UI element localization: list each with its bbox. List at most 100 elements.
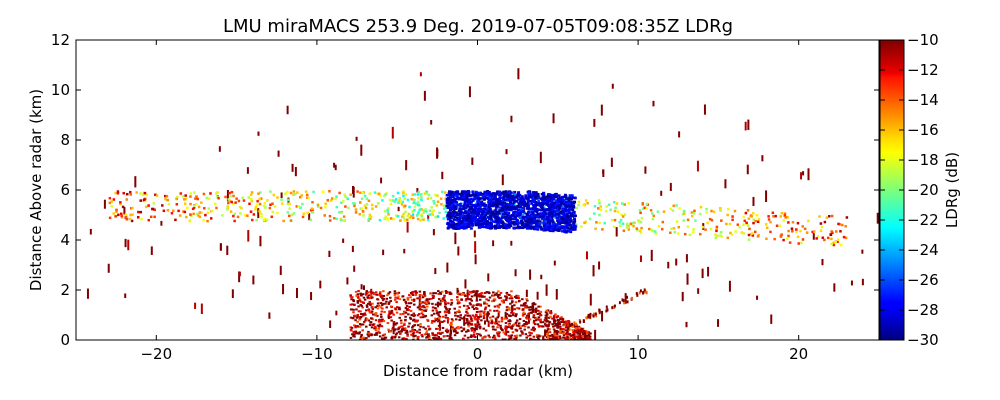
clutter-fan-pixel: [351, 333, 354, 336]
clutter-fan-pixel: [451, 319, 455, 322]
cloud-layer-pixel: [491, 196, 495, 200]
cloud-layer-pixel: [500, 212, 504, 215]
cloud-layer-pixel: [841, 223, 844, 227]
cloud-core-pixel: [480, 222, 484, 226]
cloud-layer-pixel: [715, 225, 719, 229]
cloud-layer-pixel: [269, 190, 272, 193]
clutter-speckle: [514, 269, 517, 277]
cloud-layer-pixel: [621, 215, 625, 218]
clutter-fan-pixel: [515, 297, 518, 300]
clutter-speckle: [246, 167, 249, 174]
clutter-fan-pixel: [485, 302, 489, 305]
cloud-core-pixel: [452, 212, 456, 215]
cloud-layer-pixel: [217, 196, 220, 200]
cloud-core-pixel: [447, 214, 451, 218]
clutter-fan-pixel: [380, 310, 384, 313]
cloud-layer-pixel: [286, 190, 289, 194]
clutter-fan-pixel: [388, 291, 392, 294]
cloud-layer-pixel: [398, 196, 402, 200]
clutter-fan-pixel: [573, 337, 576, 340]
cloud-core-pixel: [492, 196, 496, 199]
clutter-fan-pixel: [464, 294, 467, 297]
clutter-fan-pixel: [579, 336, 582, 339]
clutter-speckle: [510, 240, 513, 246]
clutter-fan-pixel: [462, 304, 466, 307]
cloud-layer-pixel: [193, 191, 196, 194]
cloud-core-pixel: [510, 203, 514, 207]
cloud-core-pixel: [548, 223, 552, 226]
clutter-fan-pixel: [500, 316, 504, 319]
cloud-core-pixel: [457, 223, 461, 227]
cloud-layer-pixel: [726, 236, 730, 240]
clutter-fan-pixel: [477, 294, 480, 297]
cloud-layer-pixel: [773, 237, 776, 241]
cloud-core-pixel: [559, 210, 563, 213]
clutter-fan-pixel: [510, 306, 514, 309]
clutter-fan-pixel: [396, 297, 400, 300]
cloud-layer-pixel: [419, 219, 422, 222]
clutter-speckle: [257, 131, 260, 136]
cloud-core-pixel: [522, 222, 526, 225]
cloud-layer-pixel: [605, 205, 608, 208]
clutter-fan-pixel: [405, 308, 409, 311]
clutter-fan-pixel: [361, 329, 364, 332]
cloud-layer-pixel: [425, 190, 428, 194]
clutter-fan-pixel: [436, 302, 440, 305]
cloud-core-pixel: [478, 205, 482, 208]
clutter-fan-pixel: [576, 335, 580, 338]
cloud-layer-pixel: [258, 210, 261, 213]
clutter-fan-pixel: [581, 331, 584, 334]
clutter-fan-pixel: [423, 302, 427, 305]
clutter-edge-pixel: [579, 320, 582, 324]
clutter-fan-pixel: [435, 327, 438, 330]
clutter-fan-pixel: [466, 336, 470, 339]
x-tick-label: −20: [140, 345, 172, 363]
cloud-core-pixel: [508, 223, 512, 226]
cloud-core-pixel: [556, 220, 560, 224]
clutter-fan-pixel: [375, 293, 378, 296]
clutter-fan-pixel: [386, 294, 389, 297]
cloud-core-pixel: [512, 201, 516, 204]
clutter-fan-pixel: [389, 296, 392, 299]
cloud-core-pixel: [456, 197, 460, 200]
cloud-layer-pixel: [311, 210, 315, 214]
cloud-core-pixel: [570, 223, 574, 227]
clutter-fan-pixel: [545, 329, 549, 332]
clutter-edge-pixel: [551, 333, 554, 337]
clutter-edge-pixel: [595, 314, 598, 318]
cloud-layer-pixel: [442, 217, 445, 220]
clutter-edge-pixel: [594, 312, 597, 316]
cloud-layer-pixel: [122, 191, 125, 195]
clutter-fan-pixel: [501, 338, 505, 340]
clutter-speckle: [471, 157, 474, 165]
cloud-core-pixel: [488, 195, 492, 199]
cloud-core-pixel: [503, 198, 507, 202]
clutter-fan-pixel: [447, 311, 451, 314]
clutter-fan-pixel: [382, 294, 386, 297]
clutter-fan-pixel: [380, 337, 384, 340]
cloud-layer-pixel: [621, 222, 625, 226]
clutter-fan-pixel: [367, 308, 371, 311]
clutter-fan-pixel: [378, 323, 382, 326]
cloud-core-pixel: [502, 193, 506, 196]
cloud-layer-pixel: [195, 202, 198, 206]
cloud-layer-pixel: [402, 194, 405, 198]
clutter-fan-pixel: [418, 331, 421, 334]
clutter-fan-pixel: [495, 322, 499, 325]
clutter-speckle: [536, 291, 539, 300]
clutter-fan-pixel: [380, 320, 383, 323]
cloud-core-pixel: [476, 207, 480, 211]
clutter-fan-pixel: [571, 329, 574, 332]
clutter-speckle: [610, 157, 613, 167]
cloud-layer-pixel: [648, 227, 651, 231]
cloud-core-pixel: [450, 205, 454, 209]
clutter-fan-pixel: [377, 325, 381, 328]
clutter-fan-pixel: [485, 298, 488, 301]
clutter-fan-pixel: [402, 327, 405, 330]
cloud-layer-pixel: [756, 220, 760, 224]
clutter-fan-pixel: [467, 307, 471, 310]
clutter-fan-pixel: [577, 330, 581, 333]
clutter-fan-pixel: [562, 334, 566, 337]
clutter-fan-pixel: [588, 338, 591, 340]
cloud-layer-pixel: [367, 218, 371, 221]
